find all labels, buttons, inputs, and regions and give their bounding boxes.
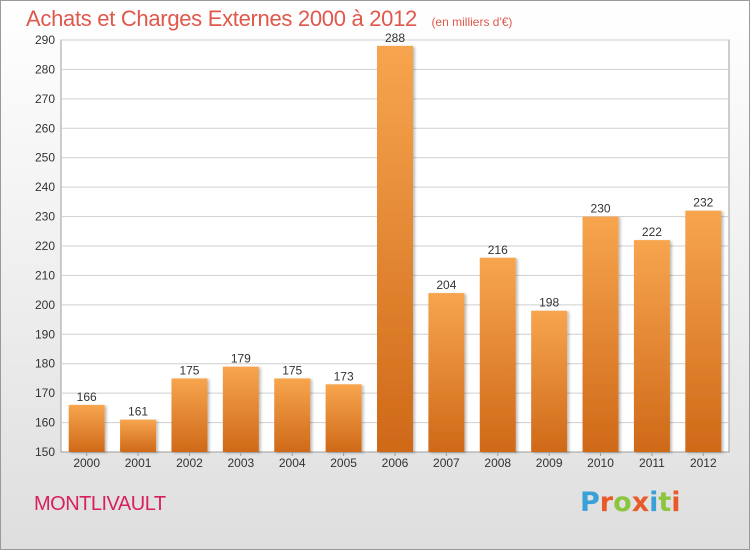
- data-label-2004: 175: [282, 363, 302, 377]
- x-tick-label-2003: 2003: [227, 456, 254, 470]
- bar-2005: [325, 384, 362, 452]
- x-tick-label-2008: 2008: [484, 456, 511, 470]
- bars: [68, 45, 722, 453]
- data-label-2007: 204: [436, 278, 456, 292]
- bar-2006: [377, 45, 413, 453]
- y-tick-label: 270: [35, 92, 55, 106]
- bar-2008: [479, 257, 516, 452]
- y-tick-label: 240: [35, 180, 55, 194]
- data-label-2011: 222: [642, 225, 662, 239]
- data-label-2005: 173: [334, 369, 354, 383]
- bar-2002: [171, 378, 208, 452]
- logo-letter: r: [599, 487, 614, 518]
- data-label-2000: 166: [77, 390, 97, 404]
- logo-letter: t: [658, 487, 672, 518]
- y-tick-label: 150: [35, 445, 55, 459]
- x-tick-label-2012: 2012: [690, 456, 717, 470]
- bar-2009: [531, 310, 568, 452]
- bar-2003: [222, 366, 259, 452]
- x-tick-label-2009: 2009: [536, 456, 563, 470]
- chart-unit-note: (en milliers d'€): [431, 15, 513, 29]
- data-label-2003: 179: [231, 352, 251, 366]
- logo-letter: i: [649, 487, 659, 518]
- commune-name: MONTLIVAULT: [34, 493, 166, 515]
- chart-header: Achats et Charges Externes 2000 à 2012 (…: [26, 6, 512, 32]
- bar-2001: [120, 419, 157, 452]
- y-tick-label: 290: [35, 33, 55, 47]
- data-label-2010: 230: [591, 202, 611, 216]
- bar-2000: [68, 404, 105, 452]
- bar-2012: [685, 210, 722, 452]
- data-label-2006: 288: [385, 31, 405, 45]
- proxiti-logo: Proxiti: [580, 487, 681, 518]
- data-label-2002: 175: [179, 363, 199, 377]
- data-label-2009: 198: [539, 296, 559, 310]
- logo-letter: P: [580, 487, 600, 518]
- y-tick-label: 170: [35, 386, 55, 400]
- x-tick-label-2011: 2011: [639, 456, 665, 470]
- x-tick-label-2004: 2004: [279, 456, 306, 470]
- logo-letter: i: [671, 487, 681, 518]
- data-label-2012: 232: [693, 196, 713, 210]
- x-tick-label-2002: 2002: [176, 456, 203, 470]
- bar-2007: [428, 293, 465, 452]
- bar-2004: [274, 378, 311, 452]
- y-tick-label: 190: [35, 327, 55, 341]
- bar-2011: [633, 240, 670, 452]
- bar-2010: [582, 216, 619, 452]
- data-labels: 166 161 175 179 175 173 288 204 216 198 230 222 232: [77, 31, 714, 419]
- y-tick-label: 210: [35, 268, 55, 282]
- y-tick-label: 250: [35, 151, 55, 165]
- y-tick-label: 160: [35, 416, 55, 430]
- y-tick-label: 260: [35, 121, 55, 135]
- data-label-2008: 216: [488, 243, 508, 257]
- x-tick-label-2001: 2001: [125, 456, 152, 470]
- x-axis-ticks: 2000 2001 2002 2003 2004 2005 2006 2007 2008 2009…: [73, 452, 717, 470]
- x-tick-label-2006: 2006: [382, 456, 409, 470]
- y-tick-label: 220: [35, 239, 55, 253]
- chart-title: Achats et Charges Externes 2000 à 2012: [26, 6, 417, 31]
- logo-letter: x: [631, 487, 650, 518]
- x-tick-label-2000: 2000: [73, 456, 100, 470]
- y-tick-label: 200: [35, 298, 55, 312]
- x-tick-label-2007: 2007: [433, 456, 460, 470]
- y-tick-label: 280: [35, 62, 55, 76]
- x-tick-label-2005: 2005: [330, 456, 357, 470]
- y-axis-ticks: 150 160 170 180 190 200 210 220 230 240 250 260 270 2…: [35, 33, 55, 459]
- y-tick-label: 180: [35, 357, 55, 371]
- logo-letter: o: [613, 487, 632, 518]
- x-tick-label-2010: 2010: [587, 456, 614, 470]
- data-label-2001: 161: [128, 405, 148, 419]
- y-tick-label: 230: [35, 210, 55, 224]
